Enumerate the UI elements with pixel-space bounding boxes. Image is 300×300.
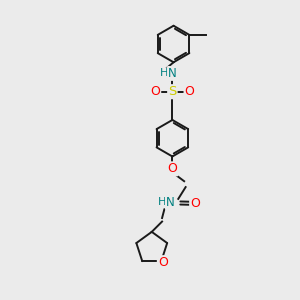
Text: O: O — [158, 256, 168, 269]
Text: S: S — [168, 85, 177, 98]
Text: O: O — [167, 162, 177, 175]
Text: H: H — [158, 197, 166, 207]
Text: H: H — [160, 68, 168, 78]
Text: N: N — [166, 196, 175, 209]
Text: O: O — [150, 85, 160, 98]
Text: O: O — [184, 85, 194, 98]
Text: O: O — [190, 197, 200, 210]
Text: N: N — [168, 67, 177, 80]
